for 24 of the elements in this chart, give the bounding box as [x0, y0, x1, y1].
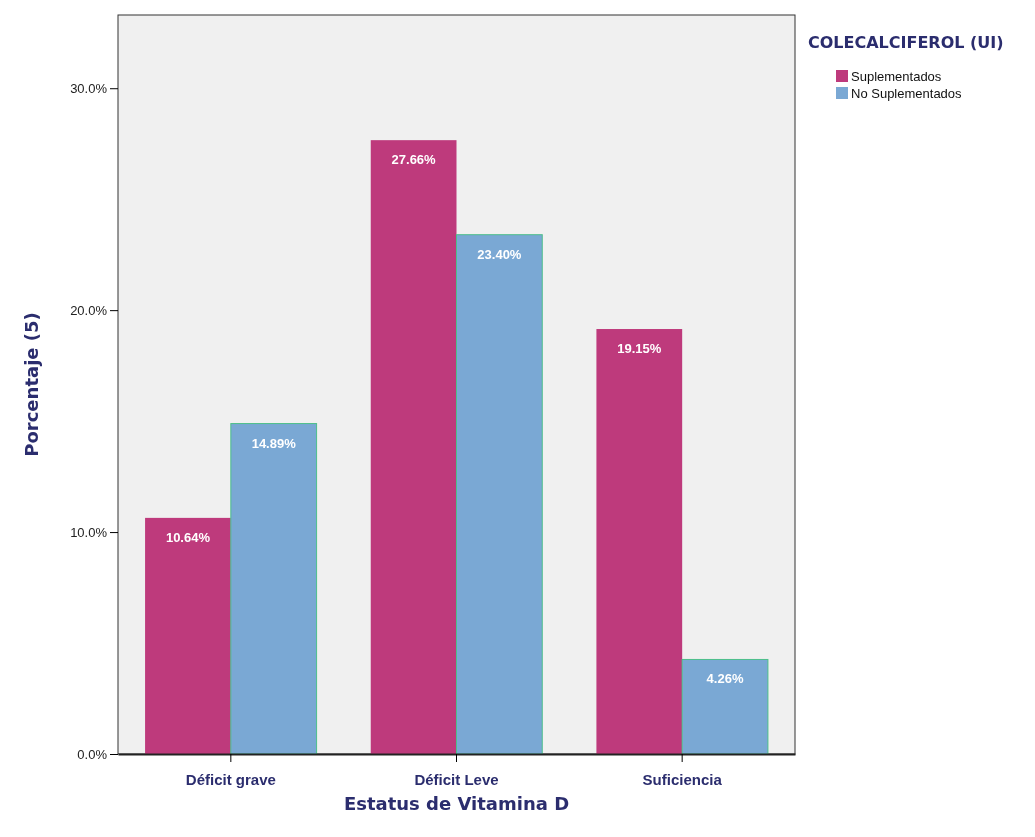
y-tick-label: 10.0%	[70, 524, 108, 540]
y-tick-label: 20.0%	[70, 302, 108, 318]
data-label: 23.40%	[477, 246, 522, 262]
bar	[596, 329, 683, 754]
bar	[370, 140, 457, 754]
data-label: 27.66%	[391, 152, 437, 168]
bar	[230, 423, 318, 755]
y-tick-label: 30.0%	[70, 80, 108, 96]
x-tick-label: Suficiencia	[642, 770, 723, 788]
legend-label: Suplementados	[851, 69, 942, 84]
data-label: 10.64%	[165, 529, 211, 545]
x-axis-title: Estatus de Vitamina D	[343, 793, 570, 814]
data-label: 4.26%	[706, 671, 744, 687]
bar	[145, 517, 231, 754]
x-tick-label: Déficit Leve	[414, 770, 499, 788]
y-tick-label: 0.0%	[77, 746, 108, 762]
legend-title: COLECALCIFEROL (UI)	[808, 33, 1004, 52]
bar	[456, 234, 543, 755]
data-label: 19.15%	[617, 341, 662, 357]
legend-label: No Suplementados	[851, 86, 963, 101]
x-tick-label: Déficit grave	[185, 770, 276, 788]
bar	[681, 658, 769, 755]
y-axis-title: Porcentaje (5)	[21, 312, 42, 457]
data-label: 14.89%	[251, 435, 297, 451]
